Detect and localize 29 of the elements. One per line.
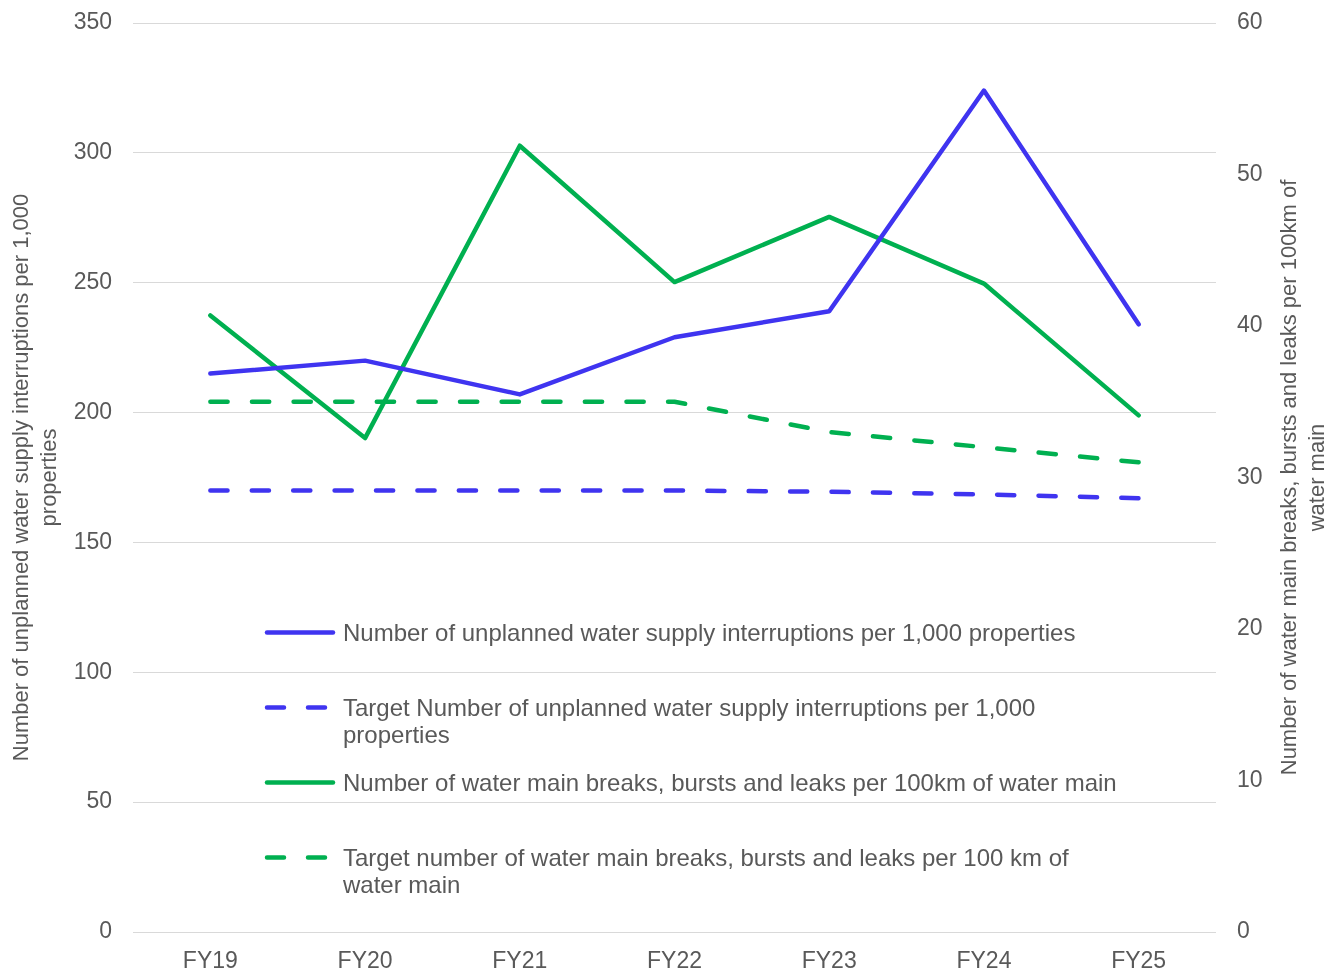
y-tick-label: 200 <box>73 397 112 424</box>
x-tick-label: FY25 <box>1111 947 1167 974</box>
y-tick-label: 300 <box>73 138 112 165</box>
x-tick-label: FY22 <box>647 947 702 974</box>
line-series <box>208 488 1141 501</box>
y2-tick-label: 50 <box>1237 159 1263 186</box>
legend-label: Target Number of unplanned water supply interruptions per 1,000 properties <box>343 694 1037 748</box>
y2-tick-label: 10 <box>1237 765 1263 792</box>
legend-label: Target number of water main breaks, bursts and leaks per 100 km of water main <box>343 844 1070 898</box>
x-tick-label: FY20 <box>337 947 393 974</box>
y2-tick-label: 60 <box>1237 8 1263 35</box>
y-axis-title: Number of unplanned water supply interruptions per 1,000 properties <box>8 193 62 762</box>
legend-label: Number of water main breaks, bursts and leaks per 100km of water main <box>343 769 1118 796</box>
x-tick-label: FY24 <box>956 947 1012 974</box>
y-tick-label: 0 <box>99 917 112 944</box>
legend-label: Number of unplanned water supply interruptions per 1,000 properties <box>343 619 1077 646</box>
y-tick-label: 150 <box>73 527 112 554</box>
x-tick-label: FY19 <box>182 947 238 974</box>
y-tick-label: 100 <box>73 657 112 684</box>
x-tick-label: FY21 <box>492 947 548 974</box>
y-tick-label: 350 <box>73 8 112 35</box>
y2-axis-title: Number of water main breaks, bursts and leaks per 100km of water main <box>1276 178 1330 776</box>
x-tick-label: FY23 <box>801 947 857 974</box>
y2-tick-label: 40 <box>1237 311 1263 338</box>
y2-tick-label: 0 <box>1237 917 1250 944</box>
y-tick-label: 50 <box>86 787 112 814</box>
y2-tick-label: 20 <box>1237 614 1263 641</box>
y2-tick-label: 30 <box>1237 462 1263 489</box>
y-tick-label: 250 <box>73 268 112 295</box>
